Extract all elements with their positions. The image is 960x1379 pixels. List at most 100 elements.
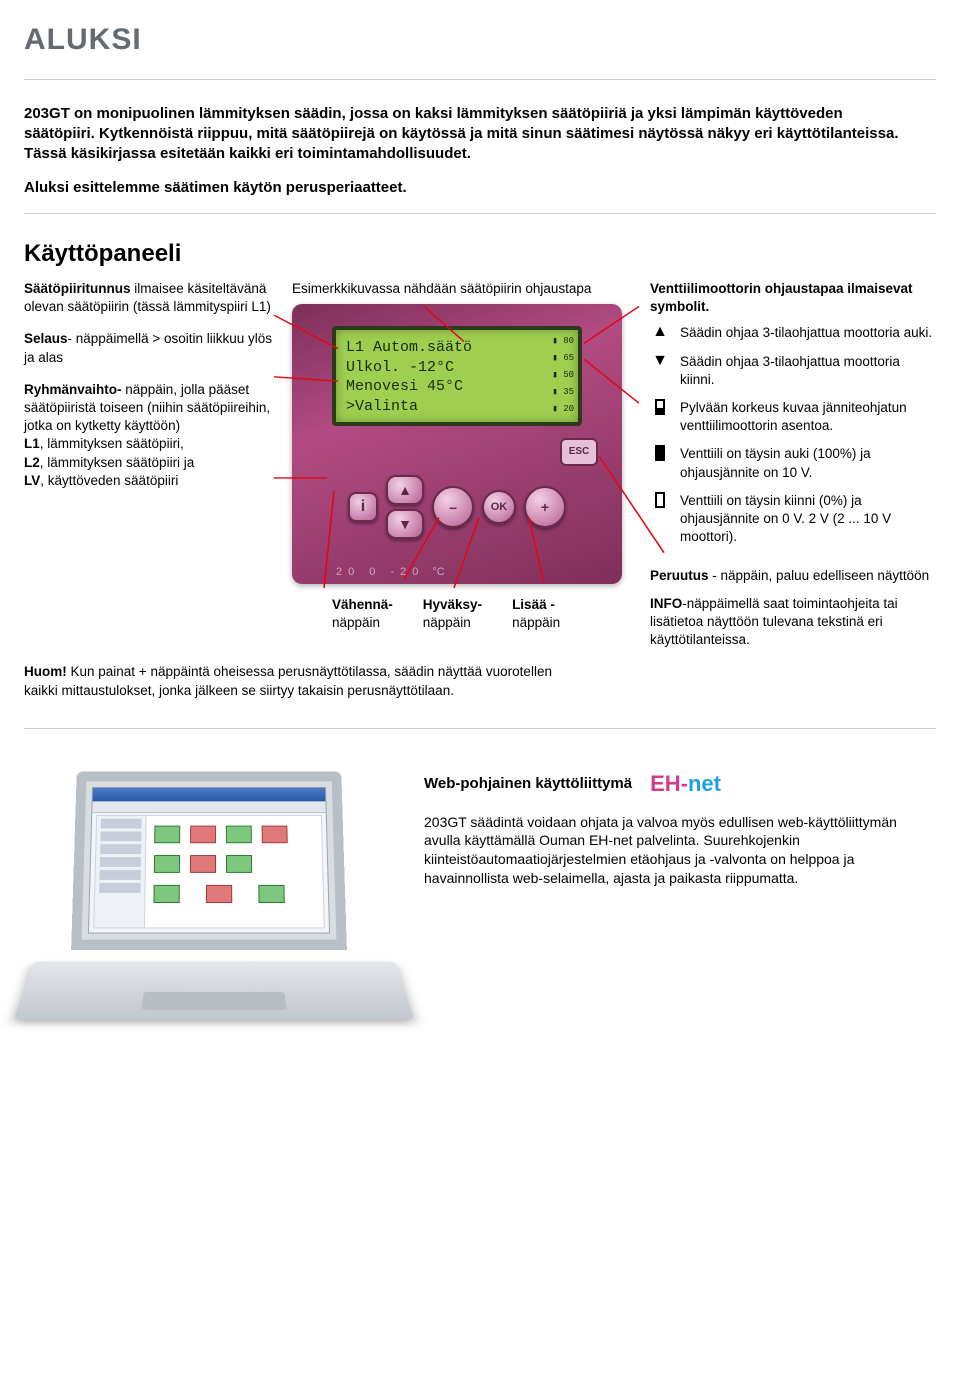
page-title: ALUKSI	[24, 20, 936, 61]
web-section: Web-pohjainen käyttöliittymä EH-net 203G…	[24, 769, 936, 1049]
panel-area: Säätöpiiritunnus ilmaisee käsiteltävänä …	[24, 280, 936, 650]
ryhma-lvt: , käyttöveden säätöpiiri	[40, 473, 178, 488]
panel-left-col: Säätöpiiritunnus ilmaisee käsiteltävänä …	[24, 280, 274, 650]
intro-p1: 203GT on monipuolinen lämmityksen säädin…	[24, 104, 904, 165]
sym3-text: Pylvään korkeus kuvaa jänniteohjatun ven…	[680, 399, 936, 435]
ehnet-eh: EH	[650, 771, 681, 796]
browser-toolbar	[92, 801, 325, 813]
huom-t: Kun painat + näppäintä oheisessa perusnä…	[24, 664, 552, 697]
huom-note: Huom! Kun painat + näppäintä oheisessa p…	[24, 663, 584, 699]
web-title: Web-pohjainen käyttöliittymä	[424, 774, 632, 794]
ryhma-l2t: , lämmityksen säätöpiiri ja	[40, 455, 195, 470]
web-body: 203GT säädintä voidaan ohjata ja valvoa …	[424, 813, 936, 889]
keypad: i ▲ ▼ – OK +	[322, 452, 592, 562]
intro-p2: Aluksi esittelemme säätimen käytön perus…	[24, 178, 904, 198]
info-button[interactable]: i	[348, 492, 378, 522]
up-button[interactable]: ▲	[386, 475, 424, 505]
bar-80: 80	[552, 336, 574, 348]
laptop-illustration	[24, 769, 404, 1049]
lcd-screen: L1 Autom.säätö Ulkol. -12°C Menovesi 45°…	[332, 326, 582, 426]
browser-sidebar	[94, 816, 146, 928]
bar-empty-icon	[655, 492, 665, 508]
lcd-bargraph: 80 65 50 35 20	[552, 336, 574, 416]
info-block: INFO-näppäimellä saat toimintaohjeita ta…	[650, 595, 936, 650]
bar-full-icon	[655, 445, 665, 461]
lcd-line4: >Valinta	[346, 397, 568, 417]
sym-row-empty: Venttiili on täysin kiinni (0%) ja ohjau…	[650, 492, 936, 547]
hvac-diagram	[145, 816, 324, 928]
laptop-base	[14, 962, 415, 1020]
sym-row-half: Pylvään korkeus kuvaa jänniteohjatun ven…	[650, 399, 936, 435]
ehnet-logo: EH-net	[650, 769, 721, 799]
sym-row-up: Säädin ohjaa 3-tilaohjattua moottoria au…	[650, 324, 936, 342]
center-caption: Esimerkkikuvassa nähdään säätöpiirin ohj…	[292, 280, 632, 298]
sym2-text: Säädin ohjaa 3-tilaohjattua moottoria ki…	[680, 353, 936, 389]
peruutus-b: Peruutus	[650, 568, 709, 583]
scale-nums: 20 0 -20	[336, 566, 424, 578]
sym5-text: Venttiili on täysin kiinni (0%) ja ohjau…	[680, 492, 936, 547]
ryhma-lv: LV	[24, 473, 40, 488]
selaus-block: Selaus- näppäimellä > osoitin liikkuu yl…	[24, 330, 274, 366]
sym1-text: Säädin ohjaa 3-tilaohjattua moottoria au…	[680, 324, 932, 342]
triangle-up-icon	[650, 324, 670, 340]
lcd-line2: Ulkol. -12°C	[346, 358, 568, 378]
sym-row-full: Venttiili on täysin auki (100%) ja ohjau…	[650, 445, 936, 481]
hyvaksy-label: Hyväksy- näppäin	[423, 596, 482, 632]
huom-b: Huom!	[24, 664, 67, 679]
info-b: INFO	[650, 596, 682, 611]
browser-titlebar	[93, 788, 326, 801]
ok-button[interactable]: OK	[482, 490, 516, 524]
ehnet-dash: -	[681, 771, 688, 796]
minus-button[interactable]: –	[432, 486, 474, 528]
lcd-line1: L1 Autom.säätö	[346, 338, 568, 358]
symbol-list: Säädin ohjaa 3-tilaohjattua moottoria au…	[650, 324, 936, 546]
web-text-block: Web-pohjainen käyttöliittymä EH-net 203G…	[424, 769, 936, 1049]
info-t: -näppäimellä saat toimintaohjeita tai li…	[650, 596, 898, 647]
laptop-screen	[71, 772, 347, 950]
bar-half-icon	[655, 399, 665, 415]
plus-button[interactable]: +	[524, 486, 566, 528]
triangle-down-icon	[650, 353, 670, 369]
scale-unit: °C	[432, 566, 444, 578]
divider	[24, 79, 936, 80]
selaus-label: Selaus	[24, 331, 68, 346]
symbols-header: Venttiilimoottorin ohjaustapaa ilmaiseva…	[650, 280, 936, 316]
browser-content	[93, 815, 325, 929]
peruutus-block: Peruutus - näppäin, paluu edelliseen näy…	[650, 567, 936, 585]
vahenna-t: näppäin	[332, 615, 380, 630]
ryhma-l2: L2	[24, 455, 40, 470]
divider	[24, 213, 936, 214]
bar-35: 35	[552, 387, 574, 399]
saatopiiri-label: Säätöpiiritunnus	[24, 281, 131, 296]
lcd-scale: 20 0 -20 °C	[336, 565, 445, 580]
panel-section-title: Käyttöpaneeli	[24, 238, 936, 270]
hyvaksy-b: Hyväksy-	[423, 596, 482, 614]
bar-65: 65	[552, 353, 574, 365]
hyvaksy-t: näppäin	[423, 615, 471, 630]
intro-block: 203GT on monipuolinen lämmityksen säädin…	[24, 104, 936, 199]
sym-row-down: Säädin ohjaa 3-tilaohjattua moottoria ki…	[650, 353, 936, 389]
peruutus-t: - näppäin, paluu edelliseen näyttöön	[709, 568, 930, 583]
web-title-row: Web-pohjainen käyttöliittymä EH-net	[424, 769, 936, 799]
ryhma-l1: L1	[24, 436, 40, 451]
bar-20: 20	[552, 404, 574, 416]
ryhma-label: Ryhmänvaihto-	[24, 382, 122, 397]
vahenna-label: Vähennä- näppäin	[332, 596, 393, 632]
lisaa-label: Lisää -näppäin	[512, 596, 560, 632]
bar-50: 50	[552, 370, 574, 382]
saatopiiri-block: Säätöpiiritunnus ilmaisee käsiteltävänä …	[24, 280, 274, 316]
vahenna-b: Vähennä-	[332, 596, 393, 614]
arrow-buttons: ▲ ▼	[386, 475, 424, 539]
panel-right-col: Venttiilimoottorin ohjaustapaa ilmaiseva…	[650, 280, 936, 650]
ehnet-net: net	[688, 771, 721, 796]
browser-window	[88, 787, 330, 934]
panel-center-col: Esimerkkikuvassa nähdään säätöpiirin ohj…	[292, 280, 632, 650]
device-panel: L1 Autom.säätö Ulkol. -12°C Menovesi 45°…	[292, 304, 622, 584]
lcd-line3: Menovesi 45°C	[346, 377, 568, 397]
ryhma-l1t: , lämmityksen säätöpiiri,	[40, 436, 184, 451]
ryhma-block: Ryhmänvaihto- näppäin, jolla pääset säät…	[24, 381, 274, 490]
down-button[interactable]: ▼	[386, 509, 424, 539]
divider	[24, 728, 936, 729]
lisaa-b: Lisää -	[512, 596, 560, 614]
sym4-text: Venttiili on täysin auki (100%) ja ohjau…	[680, 445, 936, 481]
